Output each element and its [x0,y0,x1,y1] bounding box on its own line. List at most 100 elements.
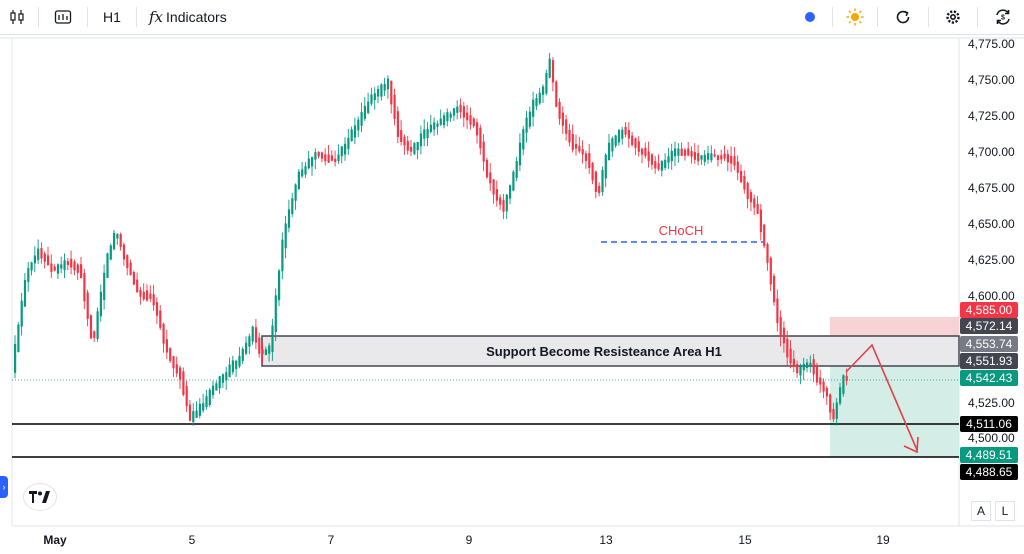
candle-body [314,152,317,160]
candle-body [594,171,597,192]
candle-body [677,148,680,156]
candle-body [502,200,505,212]
candle-body [311,157,314,167]
candle-body [462,106,465,118]
candle-body [769,257,772,285]
candle-body [30,262,33,271]
candle-body [683,149,687,156]
snapshot-icon[interactable]: $ [982,0,1024,34]
auto-scale-button[interactable]: A [971,501,991,521]
candle-body [446,112,449,122]
candles-icon[interactable] [0,0,34,34]
timeframe-button[interactable]: H1 [92,0,132,34]
date-tick-label: 7 [328,533,335,547]
candle-body [228,364,231,378]
undo-icon[interactable] [882,0,924,34]
candle-body [192,411,195,423]
date-tick-label: 13 [599,533,613,547]
candle-body [756,203,759,214]
candle-body [845,375,848,381]
candle-body [175,364,178,374]
candle-body [271,325,274,352]
candle-body [17,324,20,353]
theme-sun-icon[interactable] [837,0,873,34]
candle-body [710,153,713,161]
resistance-zone-label: Support Become Resisteance Area H1 [486,344,722,359]
log-scale-button[interactable]: L [995,501,1015,521]
expand-panel-icon[interactable]: › [0,476,8,498]
price-tick-label: 4,650.00 [968,217,1015,231]
take-profit-zone[interactable] [830,364,959,457]
candle-body [198,403,201,416]
candle-body [377,89,380,97]
candle-body [390,80,393,105]
candle-body [416,141,419,151]
candle-body [842,375,845,394]
candle-body [380,84,383,97]
candle-body [403,136,406,146]
candle-body [287,209,291,228]
time-axis[interactable]: May 5 7 9 13 15 19 [43,533,890,547]
candle-body [410,146,413,152]
price-label-text: 4,488.65 [966,465,1013,479]
candle-body [611,138,614,152]
candle-body [396,111,399,137]
candle-body [419,133,423,147]
candle-body [558,102,561,119]
candle-body [423,129,426,139]
candle-body [373,93,376,101]
candle-body [743,176,746,190]
candle-body [548,58,551,78]
price-axis[interactable]: 4,775.00 4,750.00 4,725.00 4,700.00 4,675.00… [968,37,1015,445]
price-tick-label: 4,675.00 [968,181,1015,195]
candle-body [215,383,218,391]
candle-body [386,78,390,90]
candle-body [439,118,442,125]
candle-body [60,264,63,269]
candle-body [482,141,485,162]
projection-arrow[interactable] [845,343,918,451]
candle-body [245,342,248,354]
candle-body [146,290,149,301]
indicators-button[interactable]: fx Indicators [141,0,235,34]
candle-body [248,336,251,347]
resistance-zone[interactable] [261,335,960,367]
candle-body [76,264,79,273]
candle-body [485,159,489,178]
tradingview-logo[interactable] [24,484,56,510]
add-symbol-icon[interactable] [43,0,83,34]
candle-body [581,149,584,155]
candle-body [221,374,225,383]
candle-body [476,122,479,136]
candle-body [360,112,363,126]
candle-body [829,394,832,413]
candle-body [116,234,119,239]
candle-body [674,148,677,157]
candle-body [370,94,373,104]
candle-body [568,129,571,143]
candle-body [819,377,822,385]
candle-body [660,161,663,171]
candle-body [716,155,720,160]
candle-body [832,409,835,420]
candle-body [261,349,264,355]
candle-body [142,291,145,300]
candle-body [347,137,350,150]
toolbar-divider [877,7,878,27]
candle-body [518,142,522,166]
price-chart[interactable]: Support Become Resisteance Area H1 CHoCH… [0,34,1024,554]
candle-body [344,143,347,155]
settings-icon[interactable] [933,0,973,34]
candle-body [109,245,112,260]
candle-body [20,300,23,327]
candle-body [429,124,432,132]
candle-body [693,152,696,160]
candle-body [443,115,446,126]
candle-body [330,155,333,161]
live-dot-icon[interactable] [792,0,828,34]
candle-body [50,263,53,272]
price-label-text: 4,551.93 [966,354,1013,368]
candlestick-series[interactable] [14,52,848,426]
candle-body [631,135,634,146]
candle-body [746,183,749,200]
